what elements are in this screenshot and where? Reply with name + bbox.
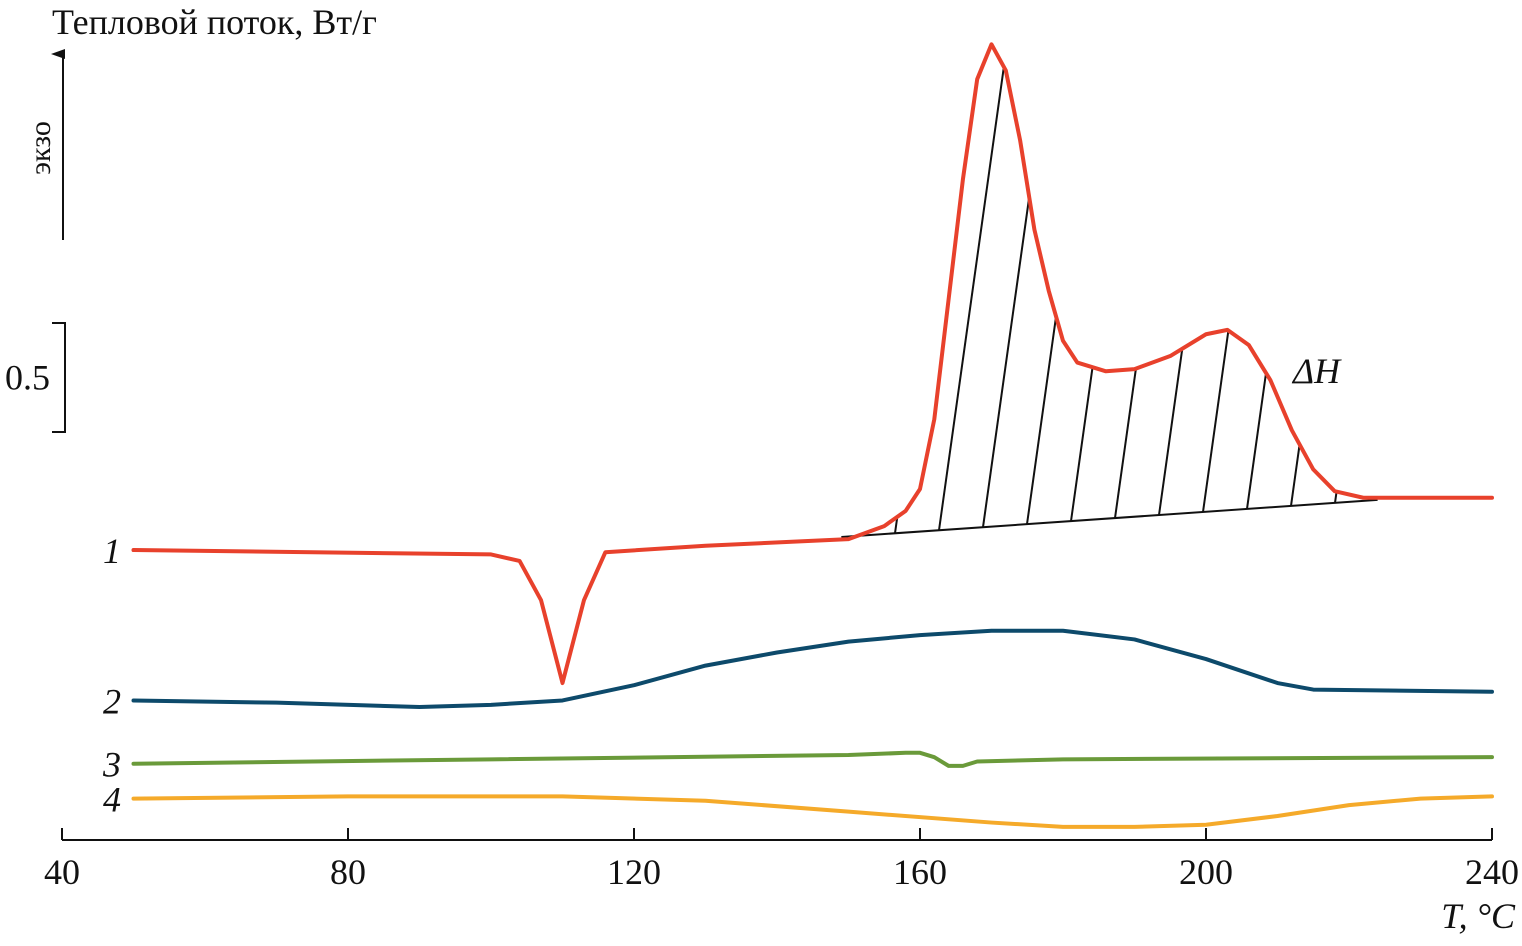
x-axis-label: T, °C	[1441, 896, 1516, 936]
hatch	[1246, 372, 1268, 510]
hatch	[1202, 329, 1230, 513]
exo-label: экзо	[24, 121, 57, 175]
x-tick-label: 200	[1179, 852, 1233, 892]
y-axis-label: Тепловой поток, Вт/г	[52, 2, 377, 42]
hatch	[1026, 316, 1058, 525]
x-tick-label: 120	[607, 852, 661, 892]
hatch	[1290, 443, 1301, 507]
scale-bar-label: 0.5	[5, 358, 50, 398]
hatch	[982, 196, 1031, 528]
series-line	[131, 42, 1494, 686]
annotation: ΔH	[1291, 351, 1342, 391]
scale-bar	[52, 322, 66, 433]
series-line	[131, 794, 1494, 829]
hatch	[1070, 366, 1094, 522]
hatch	[1114, 367, 1137, 519]
series-label: 1	[103, 531, 121, 571]
series-label: 2	[103, 681, 121, 721]
hatch	[1158, 347, 1184, 516]
series-label: 4	[103, 780, 121, 820]
x-tick-label: 80	[330, 852, 366, 892]
baseline	[841, 498, 1378, 538]
x-tick-label: 160	[893, 852, 947, 892]
series-label: 3	[102, 745, 121, 785]
hatch	[938, 66, 1005, 531]
x-tick-label: 40	[44, 852, 80, 892]
series-line	[131, 750, 1494, 768]
series-line	[131, 628, 1494, 710]
x-tick-label: 240	[1465, 852, 1519, 892]
